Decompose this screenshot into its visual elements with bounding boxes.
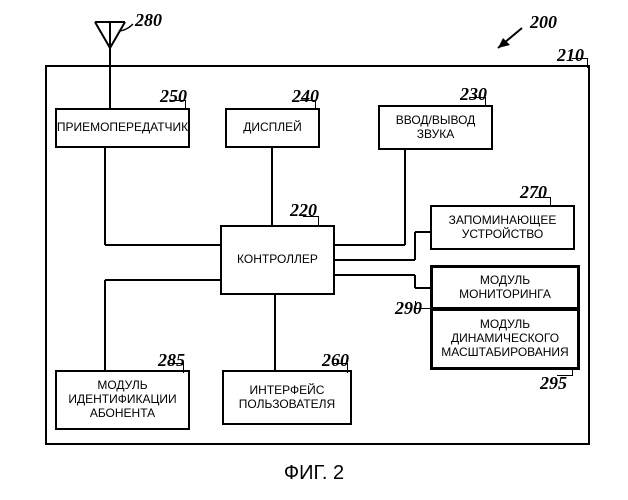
scaler-block: МОДУЛЬ ДИНАМИЧЕСКОГО МАСШТАБИРОВАНИЯ: [430, 308, 580, 370]
monitor-block: МОДУЛЬ МОНИТОРИНГА: [430, 265, 580, 310]
diagram-canvas: ПРИЕМОПЕРЕДАТЧИК ДИСПЛЕЙ ВВОД/ВЫВОД ЗВУК…: [0, 0, 628, 500]
ref-scaler: 295: [540, 373, 567, 394]
ref-ui-lead: [332, 363, 348, 373]
memory-block: ЗАПОМИНАЮЩЕЕ УСТРОЙСТВО: [430, 205, 575, 250]
ref-memory-lead: [535, 197, 551, 207]
memory-label: ЗАПОМИНАЮЩЕЕ УСТРОЙСТВО: [436, 214, 569, 242]
audio-io-block: ВВОД/ВЫВОД ЗВУКА: [378, 105, 493, 150]
ref-audio-lead: [470, 97, 486, 107]
scaler-label: МОДУЛЬ ДИНАМИЧЕСКОГО МАСШТАБИРОВАНИЯ: [437, 318, 573, 359]
display-label: ДИСПЛЕЙ: [243, 121, 302, 135]
ui-label: ИНТЕРФЕЙС ПОЛЬЗОВАТЕЛЯ: [228, 384, 346, 412]
ref-transceiver-lead: [170, 100, 186, 110]
controller-label: КОНТРОЛЛЕР: [237, 253, 318, 267]
ref-scaler-lead: [557, 368, 573, 376]
transceiver-label: ПРИЕМОПЕРЕДАТЧИК: [57, 121, 188, 135]
sim-label: МОДУЛЬ ИДЕНТИФИКАЦИИ АБОНЕНТА: [61, 379, 184, 420]
ref-monitor-lead: [415, 301, 431, 309]
ref-display-lead: [300, 100, 316, 110]
ui-block: ИНТЕРФЕЙС ПОЛЬЗОВАТЕЛЯ: [222, 370, 352, 425]
display-block: ДИСПЛЕЙ: [225, 108, 320, 148]
ref-device: 200: [530, 12, 557, 33]
controller-block: КОНТРОЛЛЕР: [220, 225, 335, 295]
ref-antenna: 280: [135, 10, 162, 31]
audio-io-label: ВВОД/ВЫВОД ЗВУКА: [384, 114, 487, 142]
ref-sim-lead: [168, 363, 184, 373]
ref-outer-lead: [572, 58, 588, 68]
monitor-label: МОДУЛЬ МОНИТОРИНГА: [437, 274, 573, 302]
sim-block: МОДУЛЬ ИДЕНТИФИКАЦИИ АБОНЕНТА: [55, 370, 190, 430]
transceiver-block: ПРИЕМОПЕРЕДАТЧИК: [55, 108, 190, 148]
ref-controller-lead: [303, 216, 319, 226]
figure-caption: ФИГ. 2: [0, 462, 628, 485]
